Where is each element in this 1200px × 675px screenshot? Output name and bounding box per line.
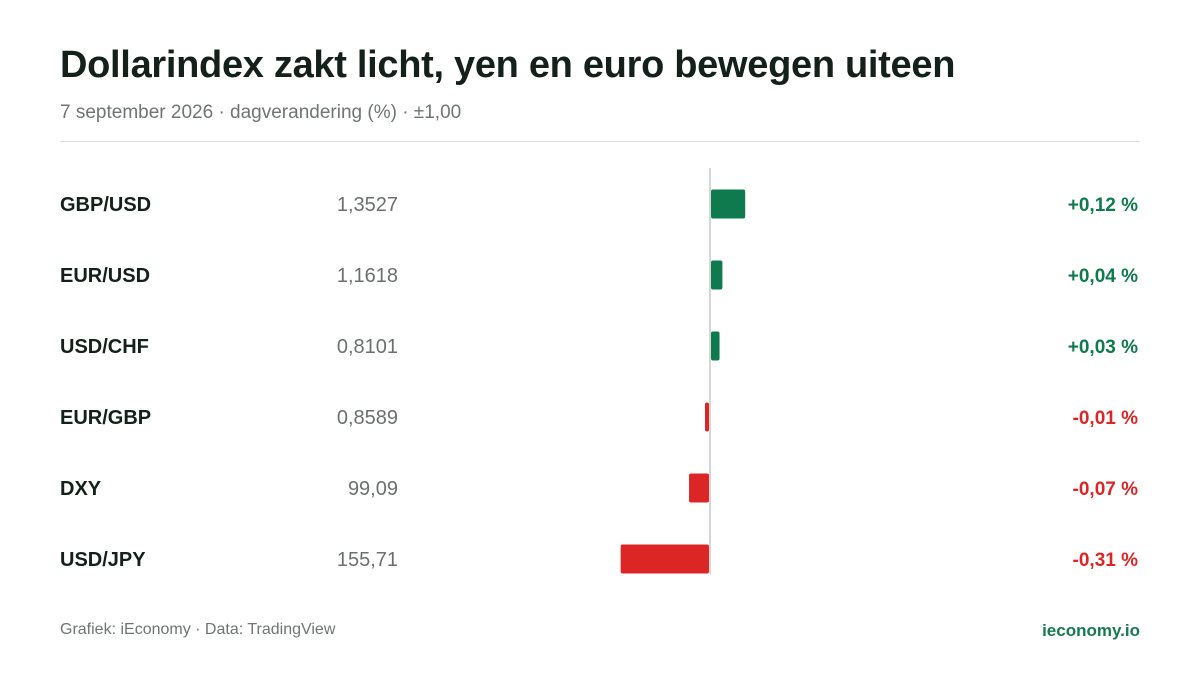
rate-label: 0,8589: [337, 407, 398, 429]
bar: [711, 260, 723, 290]
bar: [705, 402, 709, 432]
value-label: +0,03 %: [1068, 337, 1138, 358]
bar: [711, 331, 720, 361]
chart-subtitle: 7 september 2026 · dagverandering (%) · …: [60, 102, 462, 123]
rate-label: 1,3527: [337, 194, 398, 216]
rate-label: 99,09: [348, 478, 398, 500]
rate-label: 155,71: [337, 549, 398, 571]
pair-label: DXY: [60, 478, 102, 500]
chart-title: Dollarindex zakt licht, yen en euro bewe…: [60, 44, 956, 86]
rate-label: 1,1618: [337, 265, 398, 287]
value-label: -0,01 %: [1073, 408, 1139, 429]
brand-link[interactable]: ieconomy.io: [1042, 621, 1140, 640]
header-divider: [60, 141, 1140, 142]
value-label: -0,31 %: [1073, 550, 1139, 571]
bar: [689, 473, 709, 503]
bar: [620, 544, 709, 574]
value-label: +0,04 %: [1068, 266, 1138, 287]
source-credit: Grafiek: iEconomy · Data: TradingView: [60, 621, 336, 638]
pair-label: GBP/USD: [60, 194, 151, 216]
pair-label: EUR/USD: [60, 265, 150, 287]
value-label: +0,12 %: [1068, 195, 1138, 216]
pair-label: USD/CHF: [60, 336, 149, 358]
pair-label: EUR/GBP: [60, 407, 151, 429]
pair-label: USD/JPY: [60, 549, 146, 571]
rate-label: 0,8101: [337, 336, 398, 358]
bar: [711, 189, 746, 219]
value-label: -0,07 %: [1073, 479, 1139, 500]
